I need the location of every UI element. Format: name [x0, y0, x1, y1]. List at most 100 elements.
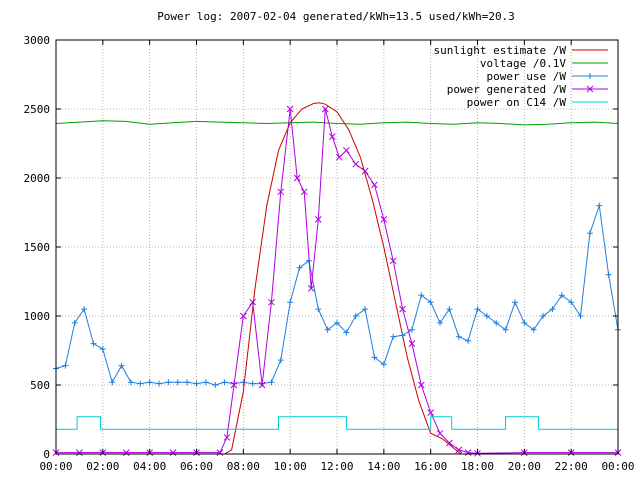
- data-point-power-use-w: [277, 357, 284, 364]
- legend-marker-power-use-w: [587, 73, 593, 79]
- y-tick-label: 500: [30, 379, 50, 392]
- x-tick-label: 18:00: [461, 460, 494, 473]
- data-point-power-use-w: [99, 346, 106, 353]
- legend-label-voltage-0-1v: voltage /0.1V: [480, 57, 566, 70]
- data-point-power-use-w: [521, 319, 528, 326]
- x-tick-label: 10:00: [274, 460, 307, 473]
- data-point-power-use-w: [465, 337, 472, 344]
- x-tick-label: 00:00: [39, 460, 72, 473]
- chart-title: Power log: 2007-02-04 generated/kWh=13.5…: [157, 10, 515, 23]
- data-point-power-use-w: [352, 313, 359, 319]
- data-point-power-generated-w: [455, 446, 463, 454]
- data-point-power-generated-w: [417, 381, 425, 389]
- x-tick-label: 04:00: [133, 460, 166, 473]
- data-point-power-generated-w: [321, 105, 329, 113]
- data-point-power-generated-w: [446, 439, 453, 447]
- data-point-power-generated-w: [230, 381, 238, 389]
- data-point-power-use-w: [586, 230, 593, 237]
- data-point-power-generated-w: [427, 409, 435, 416]
- y-tick-label: 2500: [24, 103, 51, 116]
- data-point-power-use-w: [81, 306, 88, 313]
- data-point-power-generated-w: [268, 298, 275, 306]
- data-point-power-use-w: [605, 271, 612, 278]
- data-point-power-use-w: [530, 326, 537, 333]
- data-point-power-use-w: [240, 379, 247, 386]
- data-point-power-use-w: [455, 333, 462, 340]
- data-point-power-use-w: [296, 264, 303, 271]
- data-point-power-use-w: [324, 326, 331, 333]
- data-point-power-generated-w: [307, 285, 315, 292]
- data-point-power-use-w: [343, 329, 350, 336]
- data-point-power-use-w: [540, 313, 547, 319]
- axes: 0 500 1000 1500 2000 2500 3000 00:00 02:00 04:00 0…: [24, 34, 635, 473]
- x-tick-label: 00:00: [601, 460, 634, 473]
- data-point-power-generated-w: [389, 257, 397, 265]
- data-point-power-use-w: [446, 306, 453, 313]
- data-point-power-generated-w: [258, 381, 266, 389]
- y-tick-label: 3000: [24, 34, 51, 47]
- data-point-power-use-w: [62, 362, 69, 369]
- data-point-power-use-w: [390, 333, 397, 340]
- data-point-power-use-w: [511, 299, 518, 306]
- data-point-power-generated-w: [216, 449, 224, 456]
- data-point-power-use-w: [90, 340, 97, 347]
- x-tick-label: 20:00: [508, 460, 541, 473]
- data-point-power-use-w: [221, 379, 228, 386]
- x-tick-label: 02:00: [86, 460, 119, 473]
- data-point-power-use-w: [146, 379, 153, 386]
- data-point-power-use-w: [568, 299, 575, 306]
- data-point-power-use-w: [71, 319, 78, 326]
- data-point-power-use-w: [427, 299, 434, 306]
- data-point-power-use-w: [315, 306, 322, 313]
- data-point-power-generated-w: [335, 153, 343, 161]
- data-point-power-use-w: [362, 306, 369, 313]
- data-point-power-use-w: [212, 382, 219, 388]
- data-point-power-generated-w: [76, 449, 83, 456]
- data-point-power-use-w: [165, 379, 172, 386]
- data-point-power-use-w: [483, 313, 490, 319]
- data-point-power-use-w: [380, 361, 387, 368]
- data-point-power-use-w: [334, 319, 340, 326]
- data-point-power-generated-w: [122, 449, 130, 456]
- legend-label-power-use-w: power use /W: [487, 70, 567, 83]
- data-point-power-generated-w: [408, 340, 416, 347]
- y-tick-label: 1500: [24, 241, 51, 254]
- x-tick-label: 12:00: [320, 460, 353, 473]
- data-point-power-generated-w: [239, 312, 247, 320]
- data-point-power-generated-w: [352, 160, 360, 168]
- data-point-power-use-w: [109, 379, 116, 386]
- series-line-voltage-0-1v: [55, 120, 619, 126]
- data-point-power-generated-w: [223, 434, 231, 441]
- data-point-power-generated-w: [328, 133, 336, 140]
- data-point-power-use-w: [118, 362, 125, 369]
- data-point-power-generated-w: [277, 188, 285, 196]
- x-tick-label: 16:00: [414, 460, 447, 473]
- data-point-power-use-w: [408, 326, 415, 333]
- data-point-power-use-w: [287, 299, 294, 306]
- legend-label-sunlight-estimate-w: sunlight estimate /W: [434, 44, 567, 57]
- data-point-power-use-w: [184, 379, 191, 386]
- data-point-power-use-w: [577, 313, 584, 319]
- data-point-power-use-w: [127, 379, 134, 386]
- x-tick-label: 14:00: [367, 460, 400, 473]
- data-point-power-generated-w: [380, 216, 388, 223]
- data-point-power-use-w: [371, 354, 378, 361]
- data-point-power-generated-w: [249, 298, 257, 306]
- legend-marker-power-generated-w: [586, 85, 594, 93]
- data-point-power-generated-w: [314, 216, 322, 223]
- data-point-power-use-w: [193, 380, 200, 387]
- data-point-power-generated-w: [293, 174, 301, 182]
- series-line-power-on-c14-w: [56, 416, 618, 430]
- data-point-power-use-w: [596, 202, 603, 209]
- data-point-power-use-w: [493, 319, 500, 326]
- y-tick-label: 0: [43, 448, 50, 461]
- data-point-power-use-w: [174, 379, 181, 386]
- data-point-power-generated-w: [343, 147, 350, 154]
- data-point-power-generated-w: [300, 188, 308, 196]
- legend-label-power-generated-w: power generated /W: [447, 83, 567, 96]
- data-point-power-generated-w: [286, 105, 294, 113]
- data-point-power-use-w: [437, 319, 444, 326]
- y-tick-label: 2000: [24, 172, 51, 185]
